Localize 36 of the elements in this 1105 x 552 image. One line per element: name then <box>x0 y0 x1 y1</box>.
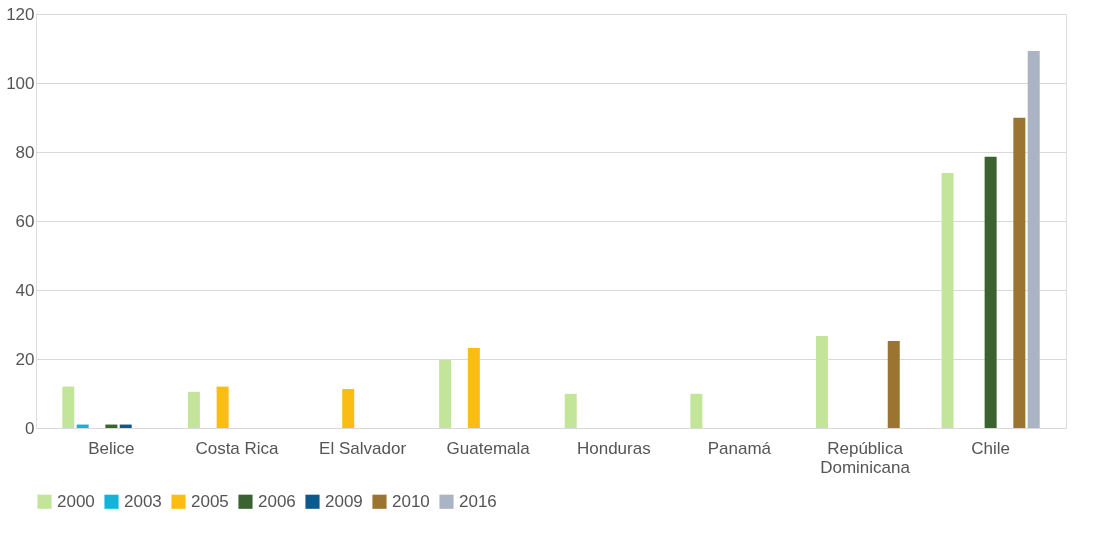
bar <box>887 341 900 428</box>
bar <box>467 347 480 428</box>
bar <box>439 360 452 428</box>
legend-label: 2000 <box>57 491 95 511</box>
bar <box>1013 117 1026 428</box>
bar <box>564 393 577 428</box>
y-tick-label: 100 <box>6 73 35 93</box>
x-tick-label: Belice <box>88 438 135 458</box>
x-tick-label: República Dominicana <box>820 438 911 477</box>
legend-label: 2006 <box>258 491 296 511</box>
legend-label: 2003 <box>124 491 162 511</box>
legend-label: 2010 <box>392 491 430 511</box>
y-tick-label: 0 <box>25 418 35 438</box>
bar <box>1027 50 1040 428</box>
legend-label: 2009 <box>325 491 363 511</box>
y-tick-label: 40 <box>15 280 35 300</box>
bar <box>690 393 703 428</box>
y-tick-label: 60 <box>15 211 35 231</box>
bar <box>187 391 200 428</box>
y-tick-label: 20 <box>15 349 35 369</box>
x-tick-label: Costa Rica <box>195 438 280 458</box>
x-tick-label: Guatemala <box>446 438 531 458</box>
bar <box>815 335 828 428</box>
bar <box>62 386 75 428</box>
x-tick-label: Chile <box>971 438 1011 458</box>
x-tick-label: Honduras <box>576 438 651 458</box>
x-tick-label: El Salvador <box>319 438 407 458</box>
legend-label: 2005 <box>191 491 229 511</box>
x-tick-label: Panamá <box>707 438 772 458</box>
bar <box>342 389 355 428</box>
bar <box>984 156 997 428</box>
bar <box>216 386 229 428</box>
y-tick-label: 120 <box>6 4 35 24</box>
bar <box>941 173 954 428</box>
y-tick-label: 80 <box>15 142 35 162</box>
legend-label: 2016 <box>459 491 497 511</box>
